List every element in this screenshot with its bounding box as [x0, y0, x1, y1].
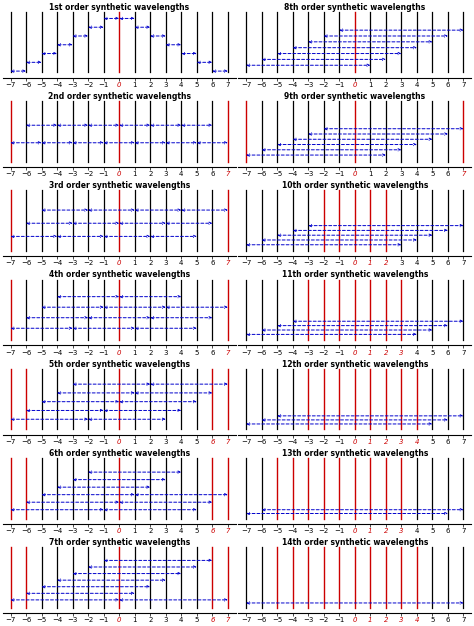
Title: 9th order synthetic wavelengths: 9th order synthetic wavelengths — [284, 92, 425, 101]
Title: 13th order synthetic wavelengths: 13th order synthetic wavelengths — [282, 449, 428, 458]
Title: 2nd order synthetic wavelengths: 2nd order synthetic wavelengths — [48, 92, 191, 101]
Title: 7th order synthetic wavelengths: 7th order synthetic wavelengths — [48, 538, 190, 547]
Title: 4th order synthetic wavelengths: 4th order synthetic wavelengths — [49, 270, 190, 279]
Title: 8th order synthetic wavelengths: 8th order synthetic wavelengths — [284, 3, 426, 12]
Title: 14th order synthetic wavelengths: 14th order synthetic wavelengths — [282, 538, 428, 547]
Title: 12th order synthetic wavelengths: 12th order synthetic wavelengths — [282, 360, 428, 369]
Title: 1st order synthetic wavelengths: 1st order synthetic wavelengths — [49, 3, 189, 12]
Title: 6th order synthetic wavelengths: 6th order synthetic wavelengths — [49, 449, 190, 458]
Title: 11th order synthetic wavelengths: 11th order synthetic wavelengths — [282, 270, 428, 279]
Title: 3rd order synthetic wavelengths: 3rd order synthetic wavelengths — [48, 182, 190, 190]
Title: 5th order synthetic wavelengths: 5th order synthetic wavelengths — [49, 360, 190, 369]
Title: 10th order synthetic wavelengths: 10th order synthetic wavelengths — [282, 182, 428, 190]
